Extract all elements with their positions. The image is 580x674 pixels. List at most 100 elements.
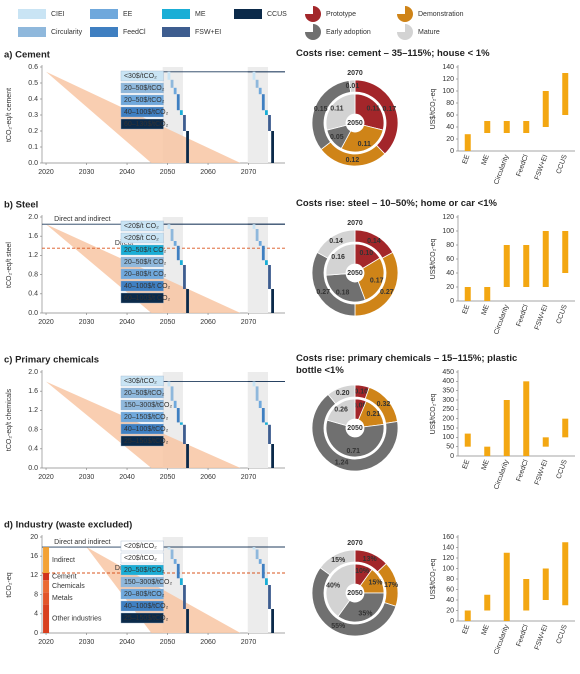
cost-label: 20–50$/t CO₂ xyxy=(124,259,167,266)
x-tick-label: Circularity xyxy=(493,458,510,490)
x-tick-label: Circularity xyxy=(493,153,510,185)
reference-label: Direct xyxy=(115,240,133,247)
range-bar xyxy=(503,245,510,287)
y-axis-label: tCO₂-eq xyxy=(6,572,13,597)
donut-value-label: 0.21 xyxy=(367,411,381,418)
x-tick-label: CCUS xyxy=(555,459,568,480)
legend-swatch xyxy=(234,9,262,19)
cost-label: 20–50$/tCO₂ xyxy=(124,390,165,397)
x-tick-label: 2030 xyxy=(79,319,95,326)
y-tick-label: 0.5 xyxy=(28,80,38,87)
y-tick-label: 40 xyxy=(446,270,454,277)
legend-swatch xyxy=(162,27,190,37)
stack-segment xyxy=(43,580,50,593)
stack-label: Indirect xyxy=(52,557,75,564)
waterfall-step xyxy=(183,424,186,444)
y-tick-label: 0.6 xyxy=(28,64,38,71)
donut-segment xyxy=(325,419,385,458)
y-tick-label: 1.6 xyxy=(28,233,38,240)
waterfall-step xyxy=(179,260,183,265)
y-tick-label: 0.4 xyxy=(28,291,38,298)
donut-segment xyxy=(325,243,356,276)
x-tick-label: 2020 xyxy=(38,319,54,326)
y-tick-label: 0.1 xyxy=(28,144,38,151)
donut-title: Costs rise: cement – 35–115%; house < 1% xyxy=(296,48,490,59)
waterfall-step xyxy=(170,549,174,560)
donut-value-label: 0.12 xyxy=(346,157,360,164)
waterfall-step xyxy=(183,115,186,131)
ring-label: 2050 xyxy=(347,270,363,277)
range-bar xyxy=(464,287,471,301)
donut-value-label: 0.26 xyxy=(334,407,348,414)
x-tick-label: 2060 xyxy=(200,474,216,481)
waterfall-band xyxy=(247,67,268,163)
x-tick-label: 2040 xyxy=(119,639,135,646)
x-tick-label: 2060 xyxy=(200,319,216,326)
waterfall-step xyxy=(261,563,265,579)
waterfall-step xyxy=(252,224,256,229)
cost-label-box xyxy=(120,70,164,82)
legend-label: ME xyxy=(195,11,206,18)
range-bar xyxy=(542,231,549,287)
range-bar xyxy=(542,568,549,600)
waterfall-step xyxy=(176,94,180,111)
cost-label: <20$/tCO₂ xyxy=(124,543,157,550)
waterfall-step xyxy=(183,585,186,609)
cost-label: 60–130$/tCO₂ xyxy=(124,121,169,128)
cost-label-box xyxy=(120,540,164,552)
x-tick-label: 2020 xyxy=(38,474,54,481)
y-tick-label: 250 xyxy=(442,406,454,413)
panel-title: a) Cement xyxy=(4,50,51,61)
donut-value-label: 0.18 xyxy=(336,289,350,296)
donut-segment xyxy=(327,384,356,405)
donut-value-label: 0.16 xyxy=(331,254,345,261)
cost-label-box xyxy=(120,423,164,435)
legend-label: EE xyxy=(123,11,133,18)
x-tick-label: FeedCl xyxy=(516,154,530,178)
range-bar xyxy=(484,287,491,301)
donut-segment xyxy=(348,79,356,93)
waterfall-step xyxy=(186,444,189,468)
x-tick-label: Circularity xyxy=(493,303,510,335)
y-tick-label: 1.6 xyxy=(28,388,38,395)
waterfall-step xyxy=(255,79,259,88)
x-tick-label: ME xyxy=(481,624,491,637)
cost-label: 20–50$/tCO₂ xyxy=(124,97,165,104)
cost-label-box xyxy=(120,435,164,447)
y-axis-label: US$/tCO₂-eq xyxy=(430,238,437,279)
y-tick-label: 120 xyxy=(442,76,454,83)
y-tick-label: 20 xyxy=(446,284,454,291)
cost-label-box xyxy=(120,280,164,292)
waterfall-step xyxy=(268,585,271,609)
waterfall-step xyxy=(252,547,256,550)
y-tick-label: 0.3 xyxy=(28,112,38,119)
cost-label: 20–50$/t CO₂ xyxy=(124,247,167,254)
range-bar xyxy=(484,446,491,456)
waterfall-step xyxy=(186,609,189,633)
waterfall-step xyxy=(167,547,171,550)
panel-title: d) Industry (waste excluded) xyxy=(4,520,132,531)
donut-value-label: 0.27 xyxy=(316,289,330,296)
waterfall-step xyxy=(173,241,177,246)
y-tick-label: 1.2 xyxy=(28,252,38,259)
x-tick-label: 2040 xyxy=(119,319,135,326)
waterfall-step xyxy=(258,559,262,564)
y-tick-label: 80 xyxy=(446,242,454,249)
donut-value-label: 0.10 xyxy=(360,250,374,257)
ring-label: 2070 xyxy=(347,70,363,77)
donut-title: Costs rise: primary chemicals – 15–115%;… xyxy=(296,353,518,376)
cost-label: 25–150$/tCO₂ xyxy=(124,615,169,622)
x-tick-label: EE xyxy=(462,304,472,315)
range-bar xyxy=(523,381,530,456)
y-tick-label: 40 xyxy=(446,597,454,604)
donut-value-label: 0.14 xyxy=(329,238,343,245)
y-tick-label: 140 xyxy=(442,64,454,71)
y-tick-label: 100 xyxy=(442,88,454,95)
x-tick-label: 2060 xyxy=(200,169,216,176)
y-tick-label: 60 xyxy=(446,586,454,593)
cost-label-box xyxy=(120,411,164,423)
stack-segment xyxy=(43,604,50,633)
waterfall-step xyxy=(265,422,268,425)
cost-label: 20–50$/tCO₂ xyxy=(124,85,165,92)
range-bar xyxy=(542,437,549,447)
